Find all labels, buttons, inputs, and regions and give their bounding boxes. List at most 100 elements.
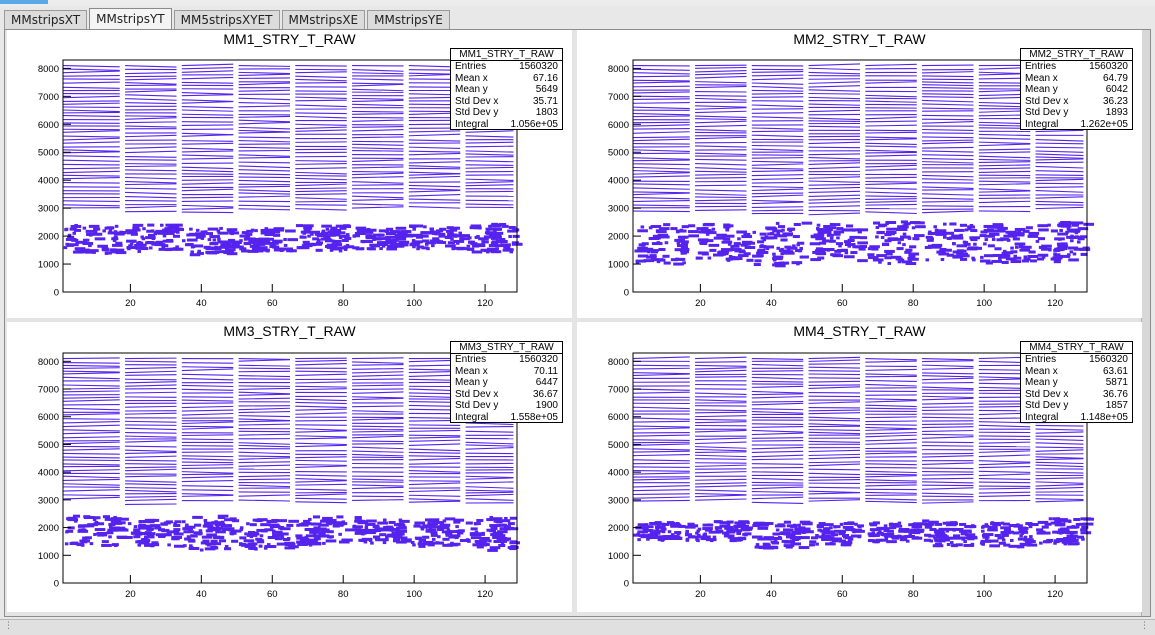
data-cell	[503, 249, 514, 252]
data-cell	[1029, 535, 1033, 538]
data-line	[63, 131, 120, 133]
left-grip-icon[interactable]: ⋮	[4, 621, 13, 631]
data-cell	[454, 240, 465, 243]
data-cell	[379, 533, 386, 536]
data-line	[752, 424, 803, 425]
data-line	[633, 426, 690, 427]
data-line	[239, 186, 290, 187]
data-cell	[815, 237, 826, 240]
data-cell	[1067, 526, 1078, 529]
data-cell	[742, 526, 753, 529]
data-cell	[253, 519, 264, 522]
data-cell	[971, 543, 975, 546]
data-line	[352, 441, 403, 442]
data-cell	[398, 243, 409, 246]
data-cell	[682, 261, 686, 264]
data-cell	[95, 237, 106, 240]
data-line	[752, 187, 803, 188]
data-cell	[928, 231, 932, 234]
data-line	[63, 164, 120, 165]
data-cell	[1038, 228, 1049, 231]
data-cell	[213, 238, 217, 241]
data-line	[633, 171, 690, 173]
right-grip-icon[interactable]: ⋮	[1140, 621, 1149, 631]
tab-mmstripsyt[interactable]: MMstripsYT	[89, 8, 171, 29]
data-cell	[445, 236, 452, 239]
y-tick-label: 1000	[608, 260, 629, 271]
data-line	[352, 385, 403, 386]
data-cell	[355, 517, 362, 520]
data-line	[695, 153, 746, 154]
data-cell	[141, 247, 148, 250]
data-line	[752, 391, 803, 393]
data-cell	[283, 538, 290, 541]
data-cell	[781, 229, 785, 232]
data-line	[409, 483, 460, 485]
data-line	[633, 440, 690, 441]
data-line	[295, 100, 346, 101]
data-line	[125, 496, 176, 497]
data-cell	[1026, 226, 1033, 229]
tab-mm5stripsxyet[interactable]: MM5stripsXYET	[174, 10, 280, 29]
data-cell	[840, 523, 844, 526]
data-line	[865, 169, 916, 170]
data-line	[352, 406, 403, 407]
y-tick-label: 1000	[38, 551, 59, 562]
data-cell	[1023, 526, 1027, 529]
data-line	[865, 201, 916, 202]
data-line	[409, 444, 460, 445]
data-line	[695, 174, 746, 175]
data-cell	[482, 240, 489, 243]
data-cell	[1027, 255, 1038, 258]
data-cell	[102, 540, 109, 543]
data-line	[695, 422, 746, 423]
data-line	[295, 105, 346, 106]
data-line	[695, 365, 746, 366]
data-line	[352, 84, 403, 86]
data-line	[295, 465, 346, 466]
data-line	[409, 162, 460, 163]
data-line	[1036, 171, 1084, 172]
data-cell	[316, 249, 323, 252]
data-line	[239, 424, 290, 425]
data-line	[809, 206, 860, 207]
data-cell	[780, 238, 787, 241]
data-cell	[206, 533, 217, 536]
data-line	[295, 142, 346, 143]
data-line	[695, 483, 746, 484]
data-cell	[448, 227, 452, 230]
data-cell	[65, 542, 69, 545]
data-line	[295, 172, 346, 174]
data-cell	[778, 225, 785, 228]
tab-mmstripsye[interactable]: MMstripsYE	[367, 10, 450, 29]
data-line	[695, 171, 746, 172]
data-cell	[89, 225, 100, 228]
tab-mmstripsxe[interactable]: MMstripsXE	[282, 10, 366, 29]
data-line	[633, 449, 690, 450]
x-tick-label: 100	[976, 589, 992, 600]
data-line	[295, 443, 346, 444]
data-line	[182, 158, 233, 159]
data-line	[809, 424, 860, 426]
data-cell	[794, 223, 801, 226]
data-cell	[772, 533, 779, 536]
data-line	[695, 178, 746, 179]
data-line	[695, 370, 746, 371]
data-cell	[81, 544, 85, 547]
data-cell	[305, 523, 309, 526]
data-line	[922, 201, 973, 202]
data-cell	[796, 262, 800, 265]
vertical-scrollbar[interactable]	[1141, 30, 1150, 616]
data-cell	[252, 239, 256, 242]
tab-mmstripsxt[interactable]: MMstripsXT	[4, 10, 87, 29]
data-line	[239, 465, 290, 466]
data-cell	[870, 528, 881, 531]
data-line	[295, 191, 346, 192]
data-cell	[797, 524, 801, 527]
data-cell	[398, 524, 405, 527]
